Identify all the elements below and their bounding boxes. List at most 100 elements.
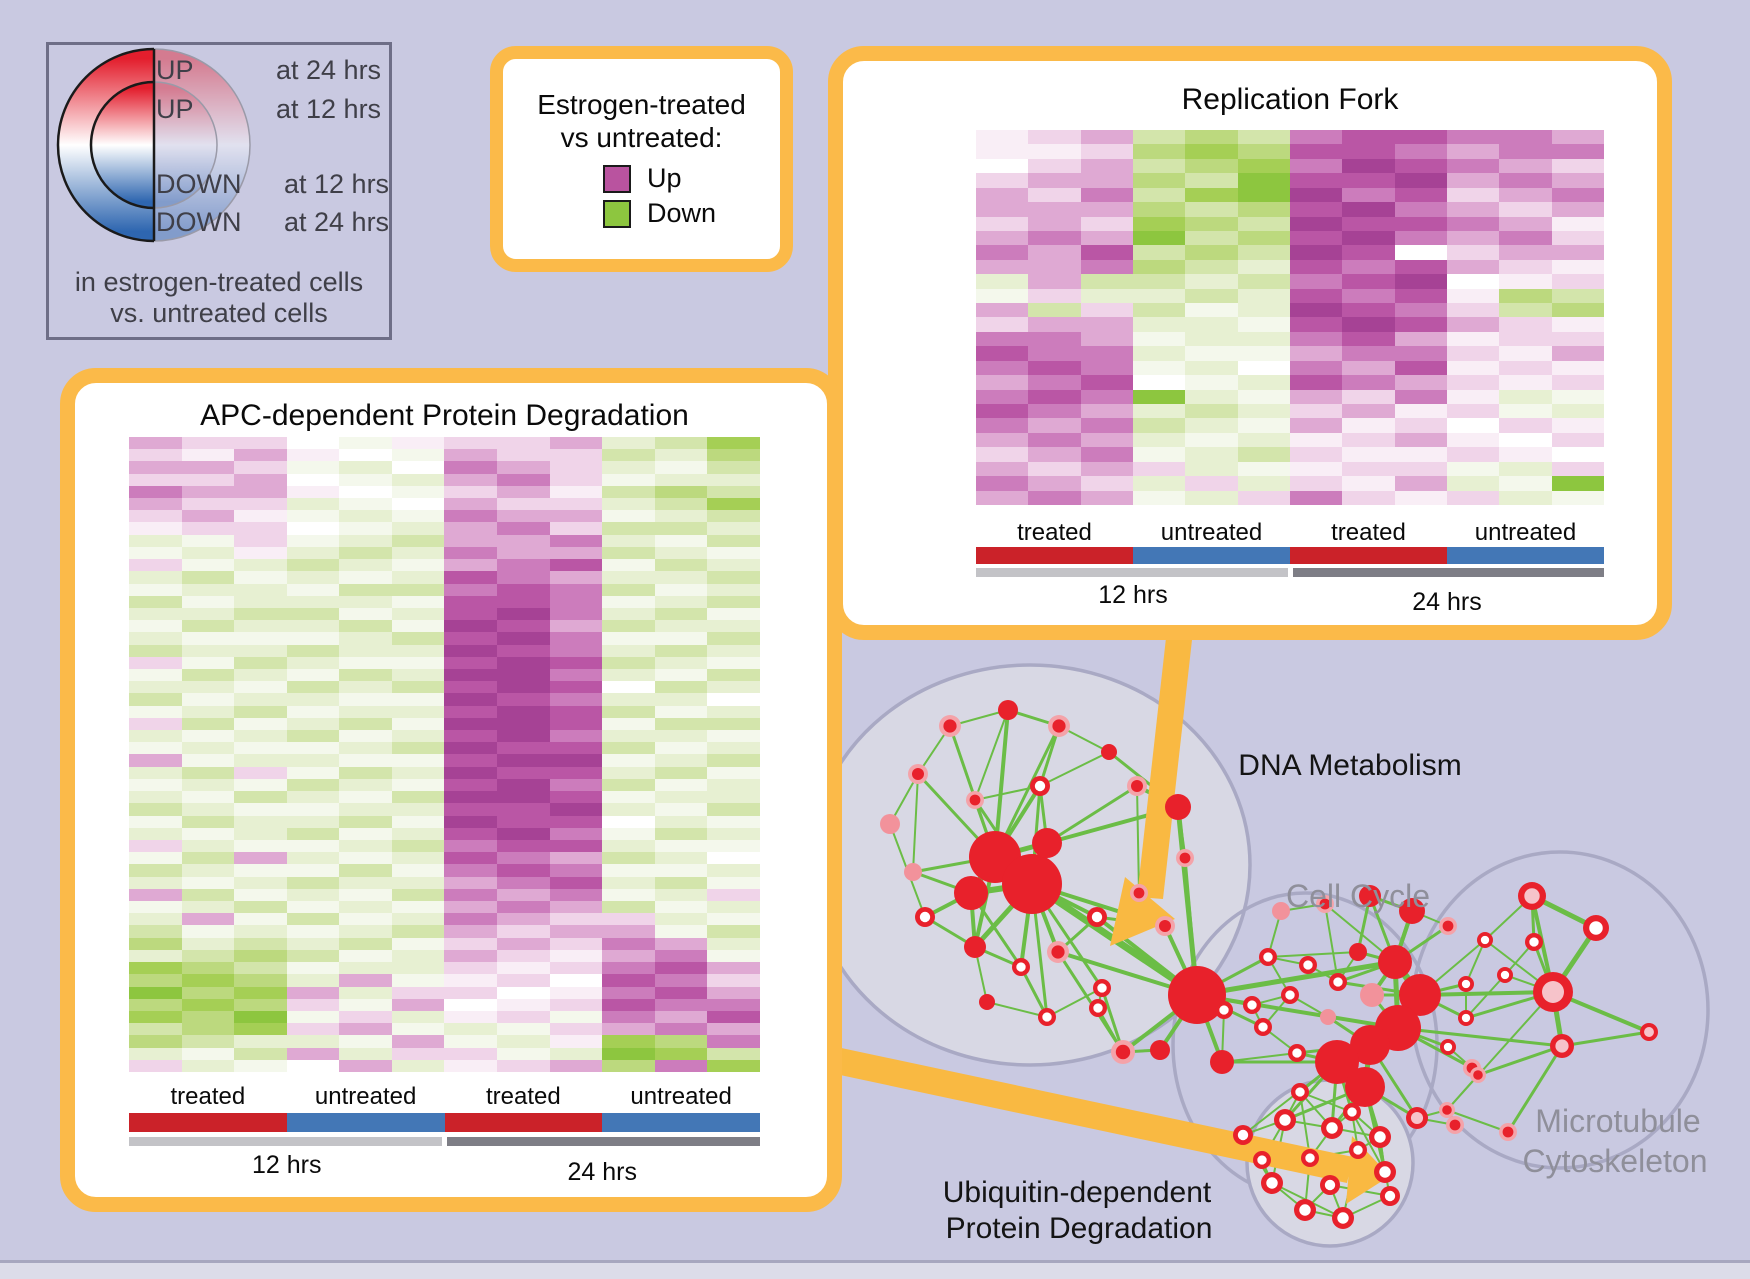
heatmap-cell bbox=[1499, 274, 1552, 289]
heatmap-cell bbox=[1551, 331, 1604, 347]
heatmap-cell bbox=[549, 1035, 603, 1048]
heatmap-cell bbox=[1028, 346, 1081, 361]
heatmap-cell bbox=[286, 864, 340, 877]
heatmap-cell bbox=[391, 1047, 445, 1060]
heatmap-cell bbox=[1342, 202, 1395, 217]
heatmap-cell bbox=[549, 803, 603, 816]
network-node-core bbox=[1502, 1126, 1514, 1138]
heatmap-cell bbox=[654, 705, 708, 718]
heatmap-cell bbox=[391, 925, 445, 938]
network-node-core bbox=[1480, 935, 1490, 945]
heatmap-cell bbox=[707, 546, 760, 560]
heatmap-cell bbox=[1446, 245, 1500, 260]
heatmap-cell bbox=[1237, 259, 1290, 275]
heatmap-cell bbox=[602, 449, 655, 462]
heatmap-cell bbox=[181, 534, 235, 547]
heatmap-cell bbox=[1080, 202, 1133, 217]
heatmap-cell bbox=[129, 693, 182, 706]
network-node bbox=[1399, 898, 1425, 924]
heatmap-cell bbox=[654, 901, 708, 914]
heatmap-cell bbox=[181, 571, 235, 584]
heatmap-cell bbox=[1499, 202, 1552, 217]
heatmap-cell bbox=[976, 360, 1029, 376]
heatmap-cell bbox=[1080, 245, 1133, 260]
cluster-label: Cell Cycle bbox=[1286, 878, 1430, 914]
heatmap-cell bbox=[1289, 418, 1343, 433]
apc-time-labels: 12 hrs 24 hrs bbox=[129, 1151, 760, 1186]
network-node-core bbox=[1219, 1005, 1229, 1015]
heatmap-cell bbox=[976, 303, 1029, 318]
heatmap-cell bbox=[549, 998, 603, 1011]
heatmap-cell bbox=[1446, 490, 1500, 505]
heatmap-cell bbox=[286, 901, 340, 914]
heatmap-cell bbox=[234, 766, 287, 779]
heatmap-cell bbox=[339, 791, 392, 804]
heatmap-cell bbox=[181, 595, 235, 608]
heatmap-cell bbox=[549, 559, 603, 572]
heatmap-cell bbox=[181, 632, 235, 645]
heatmap-cell bbox=[549, 864, 603, 877]
heatmap-cell bbox=[654, 607, 708, 621]
heatmap-cell bbox=[1080, 331, 1133, 347]
heatmap-cell bbox=[976, 259, 1029, 275]
heatmap-cell bbox=[602, 1035, 655, 1048]
heatmap-cell bbox=[286, 730, 340, 743]
heatmap-cell bbox=[1394, 274, 1447, 289]
heatmap-cell bbox=[129, 937, 182, 950]
heatmap-cell bbox=[1446, 389, 1500, 405]
heatmap-cell bbox=[1551, 187, 1604, 203]
heatmap-cell bbox=[129, 437, 182, 450]
heatmap-cell bbox=[1342, 230, 1395, 246]
down-color-swatch bbox=[603, 199, 631, 228]
heatmap-cell bbox=[391, 583, 445, 596]
heatmap-cell bbox=[1289, 158, 1343, 174]
heatmap-cell bbox=[707, 449, 760, 462]
heatmap-cell bbox=[602, 913, 655, 926]
heatmap-cell bbox=[602, 595, 655, 608]
updown-legend: UP at 24 hrs UP at 12 hrs DOWN at 12 hrs… bbox=[46, 42, 392, 340]
heatmap-cell bbox=[286, 437, 340, 450]
heatmap-cell bbox=[286, 937, 340, 950]
treated-bar-segment bbox=[976, 547, 1133, 564]
heatmap-cell bbox=[339, 998, 392, 1011]
heatmap-cell bbox=[286, 827, 340, 840]
heatmap-cell bbox=[1080, 375, 1133, 390]
heatmap-cell bbox=[1289, 346, 1343, 361]
heatmap-cell bbox=[234, 901, 287, 914]
treated-bar-segment bbox=[129, 1113, 287, 1132]
network-node-core bbox=[1097, 983, 1107, 993]
heatmap-cell bbox=[707, 888, 760, 902]
heatmap-cell bbox=[339, 1023, 392, 1036]
network-node-core bbox=[1299, 1204, 1311, 1216]
heatmap-cell bbox=[707, 534, 760, 547]
heatmap-cell bbox=[1289, 389, 1343, 405]
heatmap-cell bbox=[1551, 303, 1604, 318]
heatmap-cell bbox=[391, 644, 445, 657]
heatmap-cell bbox=[654, 437, 708, 450]
heatmap-cell bbox=[549, 888, 603, 902]
heatmap-cell bbox=[129, 559, 182, 572]
heatmap-cell bbox=[181, 766, 235, 779]
heatmap-cell bbox=[1185, 288, 1238, 304]
network-node-core bbox=[1319, 898, 1331, 910]
heatmap-cell bbox=[1499, 461, 1552, 477]
heatmap-cell bbox=[181, 693, 235, 706]
heatmap-cell bbox=[234, 803, 287, 816]
heatmap-cell bbox=[1028, 331, 1081, 347]
heatmap-cell bbox=[1289, 144, 1343, 159]
heatmap-cell bbox=[497, 754, 550, 767]
network-node-core bbox=[1337, 1212, 1349, 1224]
heatmap-cell bbox=[602, 632, 655, 645]
heatmap-cell bbox=[707, 852, 760, 865]
heatmap-cell bbox=[234, 632, 287, 645]
heatmap-cell bbox=[654, 583, 708, 596]
heatmap-cell bbox=[339, 559, 392, 572]
heatmap-cell bbox=[234, 607, 287, 621]
network-edge bbox=[1056, 950, 1125, 1054]
heatmap-cell bbox=[1080, 274, 1133, 289]
heatmap-cell bbox=[1342, 173, 1395, 188]
heatmap-cell bbox=[1185, 173, 1238, 188]
heatmap-cell bbox=[391, 571, 445, 584]
heatmap-cell bbox=[976, 404, 1029, 419]
network-edge bbox=[1299, 1091, 1311, 1159]
